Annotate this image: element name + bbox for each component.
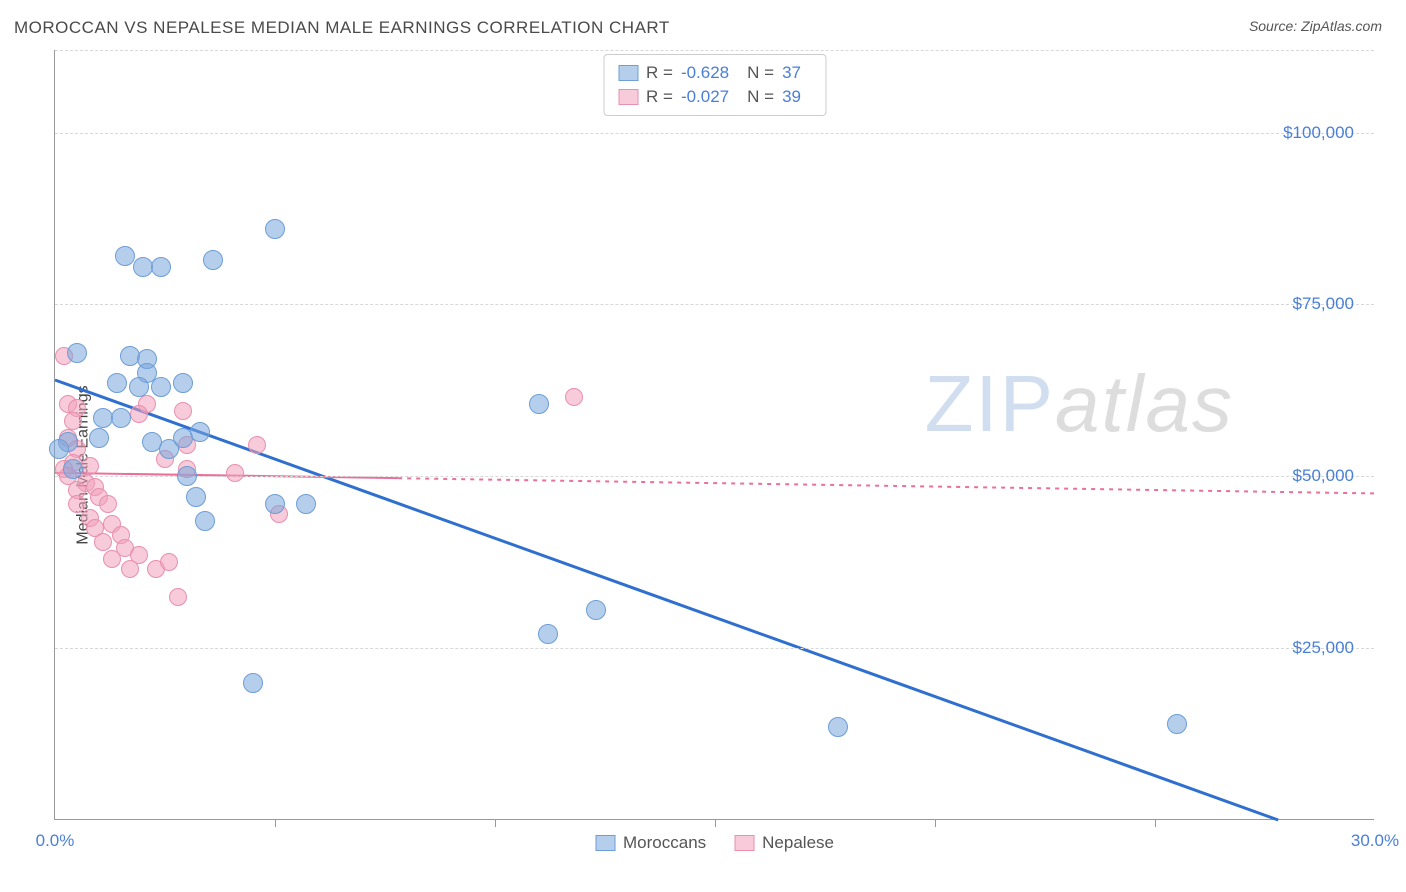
series-swatch-moroccans — [618, 65, 638, 81]
r-label: R = — [646, 63, 673, 83]
data-point — [248, 436, 266, 454]
gridline-horizontal — [55, 648, 1374, 649]
data-point — [111, 408, 131, 428]
data-point — [81, 457, 99, 475]
chart-header: MOROCCAN VS NEPALESE MEDIAN MALE EARNING… — [0, 0, 1406, 46]
correlation-legend-row: R = -0.027 N = 39 — [618, 85, 811, 109]
correlation-legend: R = -0.628 N = 37 R = -0.027 N = 39 — [603, 54, 826, 116]
y-tick-label: $25,000 — [1293, 638, 1354, 658]
data-point — [103, 550, 121, 568]
series-swatch-nepalese — [618, 89, 638, 105]
data-point — [265, 494, 285, 514]
data-point — [538, 624, 558, 644]
data-point — [186, 487, 206, 507]
data-point — [64, 412, 82, 430]
data-point — [99, 495, 117, 513]
data-point — [226, 464, 244, 482]
x-tick — [1155, 819, 1156, 827]
correlation-legend-row: R = -0.628 N = 37 — [618, 61, 811, 85]
data-point — [129, 377, 149, 397]
data-point — [586, 600, 606, 620]
data-point — [174, 402, 192, 420]
data-point — [177, 466, 197, 486]
plot-area: R = -0.628 N = 37 R = -0.027 N = 39 ZIPa… — [54, 50, 1374, 820]
gridline-horizontal — [55, 304, 1374, 305]
x-tick — [495, 819, 496, 827]
r-value-moroccans: -0.628 — [681, 63, 729, 83]
x-tick — [715, 819, 716, 827]
series-legend: Moroccans Nepalese — [595, 833, 834, 853]
data-point — [107, 373, 127, 393]
trend-line — [55, 380, 1278, 820]
source-prefix: Source: — [1249, 18, 1301, 34]
series-legend-item: Moroccans — [595, 833, 706, 853]
data-point — [67, 343, 87, 363]
data-point — [190, 422, 210, 442]
data-point — [265, 219, 285, 239]
data-point — [173, 373, 193, 393]
x-tick-label: 30.0% — [1351, 831, 1399, 851]
data-point — [151, 257, 171, 277]
data-point — [565, 388, 583, 406]
gridline-horizontal — [55, 133, 1374, 134]
data-point — [89, 428, 109, 448]
data-point — [130, 405, 148, 423]
source-attribution: Source: ZipAtlas.com — [1249, 18, 1382, 34]
data-point — [529, 394, 549, 414]
trend-lines-layer — [55, 50, 1374, 819]
data-point — [49, 439, 69, 459]
data-point — [195, 511, 215, 531]
trend-line — [398, 478, 1375, 493]
data-point — [169, 588, 187, 606]
data-point — [121, 560, 139, 578]
n-label: N = — [747, 63, 774, 83]
x-tick — [275, 819, 276, 827]
x-tick-label: 0.0% — [36, 831, 75, 851]
data-point — [243, 673, 263, 693]
x-tick — [935, 819, 936, 827]
data-point — [203, 250, 223, 270]
source-name: ZipAtlas.com — [1301, 18, 1382, 34]
data-point — [94, 533, 112, 551]
n-label: N = — [747, 87, 774, 107]
n-value-nepalese: 39 — [782, 87, 801, 107]
series-legend-item: Nepalese — [734, 833, 834, 853]
data-point — [296, 494, 316, 514]
series-name-nepalese: Nepalese — [762, 833, 834, 853]
data-point — [160, 553, 178, 571]
data-point — [828, 717, 848, 737]
series-swatch-nepalese — [734, 835, 754, 851]
data-point — [63, 459, 83, 479]
series-name-moroccans: Moroccans — [623, 833, 706, 853]
gridline-horizontal — [55, 476, 1374, 477]
y-tick-label: $75,000 — [1293, 294, 1354, 314]
r-value-nepalese: -0.027 — [681, 87, 729, 107]
chart-container: Median Male Earnings R = -0.628 N = 37 R… — [14, 50, 1392, 880]
y-tick-label: $100,000 — [1283, 123, 1354, 143]
chart-title: MOROCCAN VS NEPALESE MEDIAN MALE EARNING… — [14, 18, 670, 38]
y-tick-label: $50,000 — [1293, 466, 1354, 486]
r-label: R = — [646, 87, 673, 107]
gridline-horizontal — [55, 50, 1374, 51]
data-point — [151, 377, 171, 397]
n-value-moroccans: 37 — [782, 63, 801, 83]
data-point — [1167, 714, 1187, 734]
series-swatch-moroccans — [595, 835, 615, 851]
